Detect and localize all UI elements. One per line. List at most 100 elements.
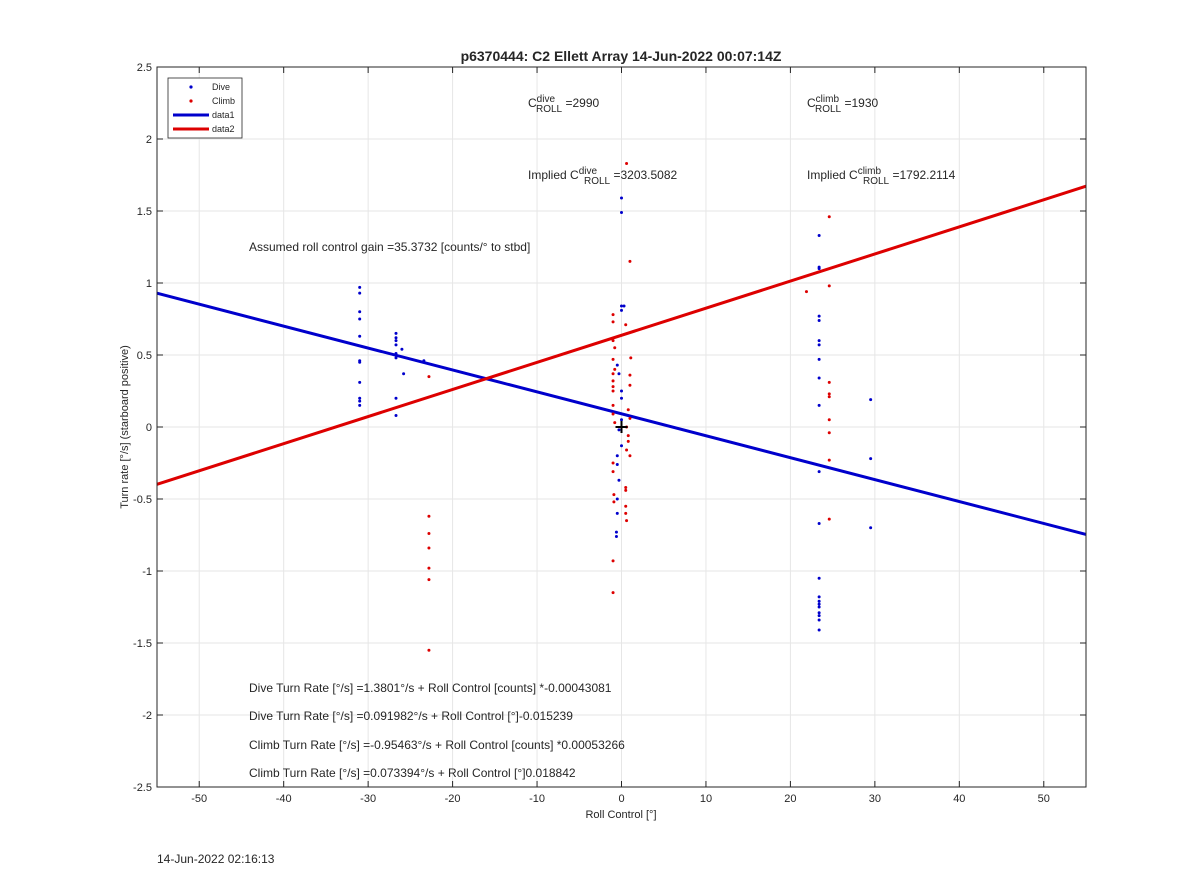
dive-point xyxy=(817,314,821,318)
climb-point xyxy=(625,519,629,523)
dive-point xyxy=(817,521,821,525)
legend-data1-label: data1 xyxy=(212,110,235,120)
climb-point xyxy=(626,434,630,438)
dive-point xyxy=(358,291,362,295)
dive-point xyxy=(394,352,398,356)
climb-point xyxy=(827,418,831,422)
dive-point xyxy=(617,428,621,432)
dive-point xyxy=(615,454,619,458)
dive-point xyxy=(617,372,621,376)
y-tick-label: 0.5 xyxy=(137,350,152,362)
y-tick-label: -2 xyxy=(142,710,152,722)
climb-point xyxy=(628,454,632,458)
dive-point xyxy=(817,628,821,632)
climb-point xyxy=(611,385,615,389)
dive-point xyxy=(817,595,821,599)
climb-point xyxy=(613,346,617,350)
implied-c-roll-dive-annotation: Implied Cdive ROLL =3203.5082 xyxy=(528,166,678,187)
y-tick-label: -2.5 xyxy=(133,782,152,794)
x-tick-label: -10 xyxy=(529,793,545,805)
dive-point xyxy=(615,363,619,367)
dive-point xyxy=(817,343,821,347)
climb-point xyxy=(611,372,615,376)
climb-point xyxy=(612,493,616,497)
dive-point xyxy=(620,418,623,422)
climb-point xyxy=(611,559,615,563)
dive-point xyxy=(817,339,821,343)
legend-climb-label: Climb xyxy=(212,96,235,106)
climb-point xyxy=(427,514,431,518)
data-points xyxy=(358,161,873,652)
dive-point xyxy=(869,398,873,402)
dive-point xyxy=(394,339,398,343)
climb-point xyxy=(611,591,615,595)
dive-point xyxy=(358,380,362,384)
climb-point xyxy=(628,416,632,420)
dive-point xyxy=(615,462,619,466)
climb-point xyxy=(613,421,617,425)
climb-point xyxy=(611,357,615,361)
x-tick-label: 20 xyxy=(784,793,796,805)
x-tick-label: 50 xyxy=(1038,793,1050,805)
dive-point xyxy=(817,611,821,615)
climb-point xyxy=(427,546,431,550)
climb-point xyxy=(427,648,431,652)
x-tick-label: 0 xyxy=(618,793,624,805)
climb-point xyxy=(611,389,615,393)
climb-point xyxy=(611,412,615,416)
climb-point xyxy=(628,259,632,263)
climb-point xyxy=(827,517,831,521)
climb-point xyxy=(625,161,629,165)
climb-point xyxy=(624,488,628,492)
climb-point xyxy=(626,439,630,443)
climb-point xyxy=(629,356,633,360)
climb-point xyxy=(427,578,431,582)
legend-dive-marker xyxy=(189,85,193,89)
x-tick-label: -40 xyxy=(276,793,292,805)
y-axis-label: Turn rate [°/s] (starboard positive) xyxy=(119,345,131,509)
y-tick-label: -0.5 xyxy=(133,494,152,506)
climb-point xyxy=(611,320,615,324)
dive-point xyxy=(817,318,821,322)
dive-point xyxy=(817,614,821,618)
dive-point xyxy=(402,372,406,376)
climb-point xyxy=(624,485,628,489)
climb-point xyxy=(611,313,615,317)
climb-point xyxy=(611,379,615,383)
climb-point xyxy=(624,323,628,327)
dive-point xyxy=(817,576,821,580)
dive-point xyxy=(400,347,404,351)
dive-point xyxy=(622,304,626,308)
x-tick-label: 30 xyxy=(869,793,881,805)
dive-point xyxy=(358,360,362,364)
climb-point xyxy=(427,566,431,570)
dive-point xyxy=(615,497,619,501)
dive-point xyxy=(620,196,623,200)
climb-point xyxy=(612,500,616,504)
dive-point xyxy=(614,530,618,534)
dive-point xyxy=(615,511,619,515)
chart-title: p6370444: C2 Ellett Array 14-Jun-2022 00… xyxy=(461,48,782,64)
legend: Dive Climb data1 data2 xyxy=(167,77,243,139)
dive-point xyxy=(394,336,398,340)
dive-point xyxy=(869,526,873,530)
x-tick-label: -30 xyxy=(360,793,376,805)
climb-degrees-equation: Climb Turn Rate [°/s] =0.073394°/s + Rol… xyxy=(249,766,576,780)
dive-point xyxy=(358,285,362,289)
dive-point xyxy=(620,210,623,214)
climb-point xyxy=(611,339,615,343)
fit-line-data1 xyxy=(156,291,1087,536)
climb-point xyxy=(624,511,628,515)
climb-point xyxy=(827,380,831,384)
dive-point xyxy=(620,308,623,312)
dive-point xyxy=(620,389,623,393)
dive-point xyxy=(394,413,398,417)
climb-point xyxy=(626,408,630,412)
legend-data2-label: data2 xyxy=(212,124,235,134)
climb-point xyxy=(827,392,831,396)
climb-point xyxy=(613,367,617,371)
climb-point xyxy=(827,215,831,219)
climb-point xyxy=(625,448,629,452)
climb-counts-equation: Climb Turn Rate [°/s] =-0.95463°/s + Rol… xyxy=(249,738,625,752)
